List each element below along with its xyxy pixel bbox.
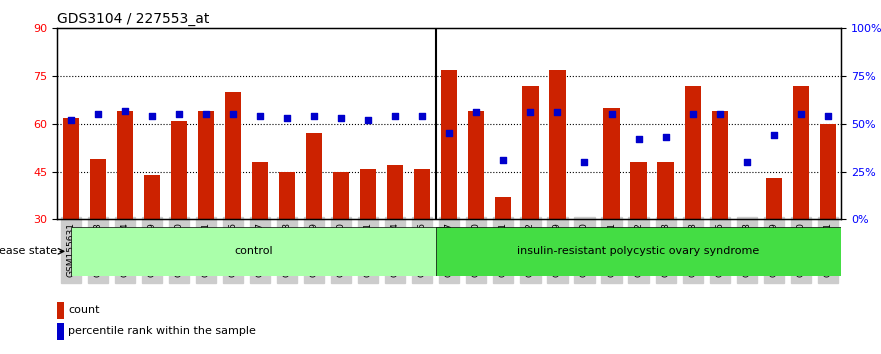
Point — [794, 112, 808, 117]
Point — [63, 117, 78, 123]
Point — [766, 132, 781, 138]
Bar — [441, 70, 457, 219]
Text: insulin-resistant polycystic ovary syndrome: insulin-resistant polycystic ovary syndr… — [517, 246, 759, 256]
Point — [144, 113, 159, 119]
Point — [821, 113, 835, 119]
Point — [632, 136, 646, 142]
Bar — [712, 111, 728, 219]
Bar — [360, 169, 376, 219]
Point — [91, 112, 105, 117]
Point — [389, 113, 403, 119]
Bar — [414, 169, 431, 219]
Point — [172, 112, 186, 117]
Point — [551, 110, 565, 115]
Bar — [495, 197, 512, 219]
Bar — [793, 86, 809, 219]
Bar — [198, 111, 214, 219]
Point — [577, 159, 591, 165]
Bar — [252, 162, 268, 219]
Bar — [57, 323, 63, 340]
Point — [740, 159, 754, 165]
Point — [253, 113, 267, 119]
Bar — [306, 133, 322, 219]
Bar — [57, 302, 63, 319]
Bar — [63, 118, 79, 219]
Point — [604, 112, 618, 117]
Point — [523, 110, 537, 115]
Point — [307, 113, 322, 119]
Bar — [657, 162, 674, 219]
Bar — [631, 162, 647, 219]
FancyArrowPatch shape — [58, 249, 63, 254]
Bar — [468, 111, 485, 219]
Bar — [117, 111, 133, 219]
Bar — [279, 172, 295, 219]
Bar — [70, 227, 449, 276]
Bar — [603, 108, 619, 219]
Bar — [685, 86, 700, 219]
Bar — [436, 227, 855, 276]
Point — [713, 112, 727, 117]
Point — [334, 115, 348, 121]
Point — [226, 112, 240, 117]
Point — [361, 117, 375, 123]
Text: disease state: disease state — [0, 246, 57, 256]
Point — [118, 108, 132, 113]
Point — [659, 135, 673, 140]
Bar — [225, 92, 241, 219]
Text: GDS3104 / 227553_at: GDS3104 / 227553_at — [57, 12, 210, 26]
Bar — [144, 175, 160, 219]
Text: control: control — [234, 246, 272, 256]
Bar — [387, 165, 403, 219]
Bar — [171, 121, 187, 219]
Point — [199, 112, 213, 117]
Point — [415, 113, 429, 119]
Bar — [738, 219, 755, 251]
Point — [685, 112, 700, 117]
Bar — [576, 219, 593, 232]
Bar — [333, 172, 349, 219]
Text: count: count — [69, 305, 100, 315]
Bar — [90, 159, 106, 219]
Text: percentile rank within the sample: percentile rank within the sample — [69, 326, 256, 336]
Bar — [819, 124, 836, 219]
Point — [470, 110, 484, 115]
Point — [496, 158, 510, 163]
Bar — [522, 86, 538, 219]
Bar — [550, 70, 566, 219]
Point — [280, 115, 294, 121]
Point — [442, 131, 456, 136]
Bar — [766, 178, 781, 219]
